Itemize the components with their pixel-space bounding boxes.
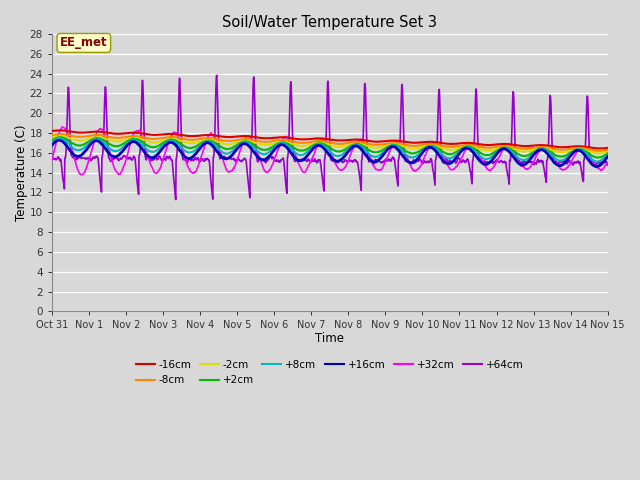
X-axis label: Time: Time [316,332,344,345]
Text: EE_met: EE_met [60,36,108,49]
Title: Soil/Water Temperature Set 3: Soil/Water Temperature Set 3 [222,15,437,30]
Y-axis label: Temperature (C): Temperature (C) [15,124,28,221]
Legend: -16cm, -8cm, -2cm, +2cm, +8cm, +16cm, +32cm, +64cm: -16cm, -8cm, -2cm, +2cm, +8cm, +16cm, +3… [132,356,527,389]
